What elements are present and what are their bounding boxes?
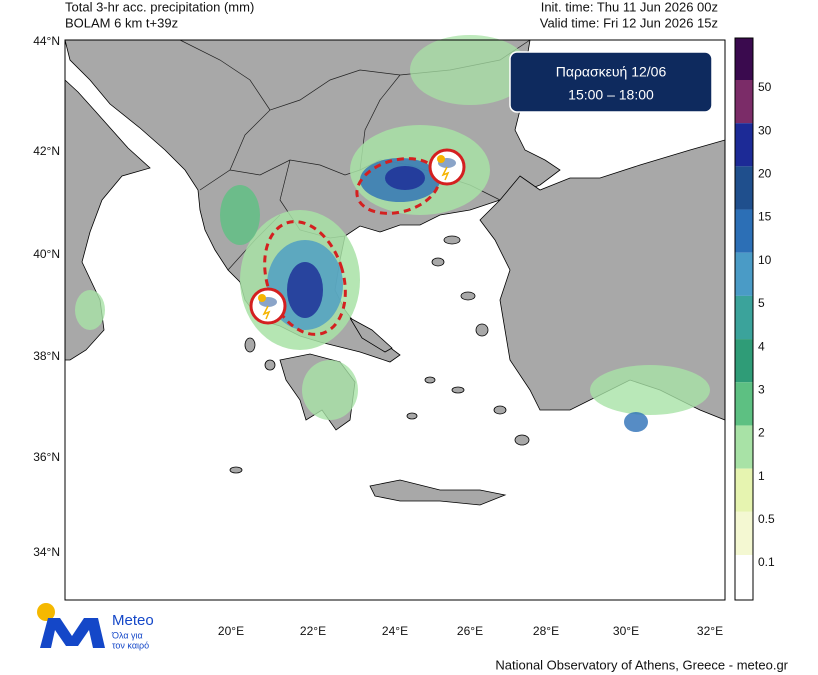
crete bbox=[369, 479, 507, 506]
info-day: Παρασκευή 12/06 bbox=[556, 64, 667, 80]
lat-label: 40°N bbox=[33, 247, 60, 261]
colorbar: 50 30 20 15 10 5 4 3 2 1 0.5 0.1 bbox=[734, 37, 775, 601]
footer: National Observatory of Athens, Greece -… bbox=[495, 657, 788, 672]
logo-tagline: τον καιρό bbox=[112, 640, 149, 650]
colorbar-label: 4 bbox=[758, 339, 765, 353]
colorbar-label: 0.5 bbox=[758, 512, 775, 526]
colorbar-label: 20 bbox=[758, 167, 772, 181]
precip-area bbox=[287, 262, 323, 318]
colorbar-label: 15 bbox=[758, 210, 772, 224]
colorbar-segment bbox=[735, 252, 753, 296]
highlight bbox=[263, 220, 347, 336]
precip-area bbox=[410, 35, 530, 105]
model: BOLAM 6 km t+39z bbox=[65, 15, 178, 30]
precip-area bbox=[590, 365, 710, 415]
colorbar-segment bbox=[735, 166, 753, 210]
logo: Meteo Όλα για τον καιρό bbox=[37, 603, 154, 650]
colorbar-label: 2 bbox=[758, 426, 765, 440]
lon-label: 30°E bbox=[613, 624, 639, 638]
precip-area bbox=[75, 290, 105, 330]
colorbar-label: 30 bbox=[758, 123, 772, 137]
lon-label: 22°E bbox=[300, 624, 326, 638]
lon-label: 32°E bbox=[697, 624, 723, 638]
lat-label: 44°N bbox=[33, 34, 60, 48]
lon-label: 28°E bbox=[533, 624, 559, 638]
italy bbox=[64, 79, 151, 361]
colorbar-segment bbox=[735, 382, 753, 426]
precip-area bbox=[624, 412, 648, 432]
colorbar-segment bbox=[735, 123, 753, 167]
colorbar-label: 10 bbox=[758, 253, 772, 267]
map bbox=[64, 35, 726, 601]
valid-time: Valid time: Fri 12 Jun 2026 15z bbox=[540, 15, 718, 30]
colorbar-label: 5 bbox=[758, 296, 765, 310]
colorbar-segment bbox=[735, 555, 753, 600]
lat-label: 38°N bbox=[33, 349, 60, 363]
colorbar-segment bbox=[735, 425, 753, 469]
logo-tagline: Όλα για bbox=[111, 630, 143, 640]
lat-label: 34°N bbox=[33, 545, 60, 559]
colorbar-label: 50 bbox=[758, 80, 772, 94]
lon-label: 24°E bbox=[382, 624, 408, 638]
precip-area bbox=[385, 166, 425, 190]
colorbar-segment bbox=[735, 209, 753, 253]
info-time: 15:00 – 18:00 bbox=[568, 87, 654, 103]
frame bbox=[64, 39, 726, 601]
storm-icon bbox=[249, 287, 287, 325]
colorbar-label: 1 bbox=[758, 469, 765, 483]
info-box: Παρασκευή 12/06 15:00 – 18:00 bbox=[509, 51, 713, 113]
colorbar-label: 0.1 bbox=[758, 555, 775, 569]
colorbar-segment bbox=[735, 38, 753, 80]
colorbar-segment bbox=[735, 468, 753, 512]
storm-icon bbox=[428, 148, 466, 186]
colorbar-frame bbox=[734, 37, 754, 601]
colorbar-segment bbox=[735, 511, 753, 555]
lat-labels: 44°N 42°N 40°N 38°N 36°N 34°N bbox=[33, 34, 60, 559]
logo-name: Meteo bbox=[112, 612, 154, 629]
lon-label: 26°E bbox=[457, 624, 483, 638]
islands bbox=[229, 235, 530, 474]
lat-label: 42°N bbox=[33, 144, 60, 158]
precip-area bbox=[302, 360, 358, 420]
colorbar-segment bbox=[735, 339, 753, 383]
colorbar-segment bbox=[735, 295, 753, 340]
precip-area bbox=[220, 185, 260, 245]
lon-labels: 20°E 22°E 24°E 26°E 28°E 30°E 32°E bbox=[218, 624, 723, 638]
lat-label: 36°N bbox=[33, 450, 60, 464]
colorbar-label: 3 bbox=[758, 382, 765, 396]
title: Total 3-hr acc. precipitation (mm) bbox=[65, 0, 254, 14]
init-time: Init. time: Thu 11 Jun 2026 00z bbox=[541, 0, 718, 14]
lon-label: 20°E bbox=[218, 624, 244, 638]
colorbar-segment bbox=[735, 80, 753, 124]
euboea bbox=[348, 316, 393, 353]
